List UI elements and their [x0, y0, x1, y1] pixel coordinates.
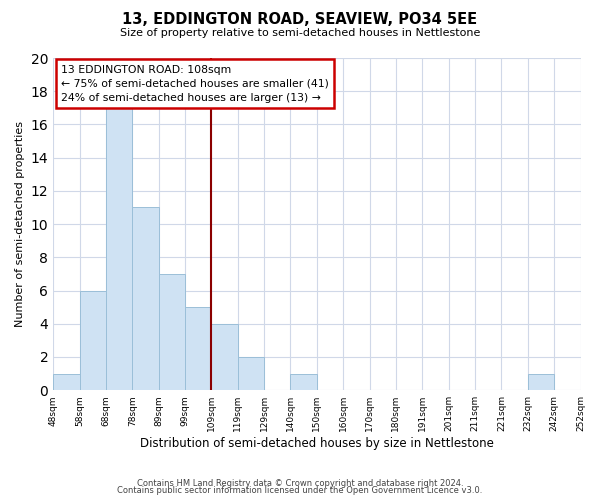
Text: Contains HM Land Registry data © Crown copyright and database right 2024.: Contains HM Land Registry data © Crown c…: [137, 478, 463, 488]
Bar: [106, 108, 132, 390]
Text: 13, EDDINGTON ROAD, SEAVIEW, PO34 5EE: 13, EDDINGTON ROAD, SEAVIEW, PO34 5EE: [122, 12, 478, 28]
Text: Size of property relative to semi-detached houses in Nettlestone: Size of property relative to semi-detach…: [120, 28, 480, 38]
Bar: [211, 324, 238, 390]
Y-axis label: Number of semi-detached properties: Number of semi-detached properties: [15, 121, 25, 327]
Bar: [80, 290, 106, 390]
Text: Contains public sector information licensed under the Open Government Licence v3: Contains public sector information licen…: [118, 486, 482, 495]
Text: 13 EDDINGTON ROAD: 108sqm
← 75% of semi-detached houses are smaller (41)
24% of : 13 EDDINGTON ROAD: 108sqm ← 75% of semi-…: [61, 64, 329, 102]
Bar: [238, 357, 264, 390]
Bar: [290, 374, 317, 390]
X-axis label: Distribution of semi-detached houses by size in Nettlestone: Distribution of semi-detached houses by …: [140, 437, 494, 450]
Bar: [158, 274, 185, 390]
Bar: [528, 374, 554, 390]
Bar: [53, 374, 80, 390]
Bar: [132, 208, 158, 390]
Bar: [185, 307, 211, 390]
